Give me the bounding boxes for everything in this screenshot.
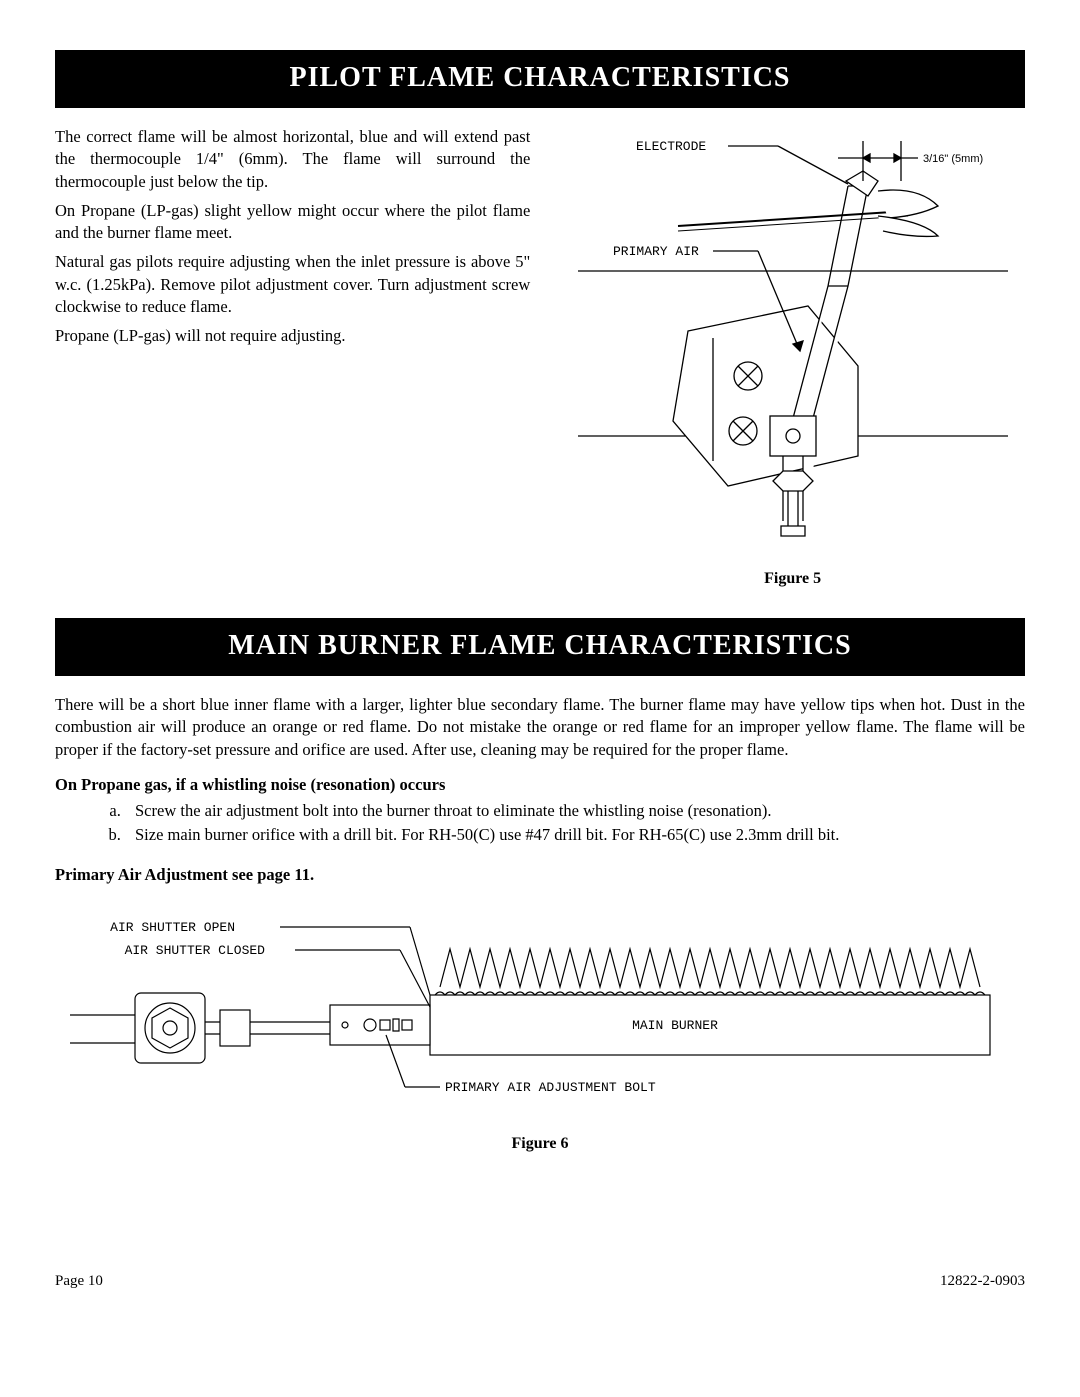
figure-5-diagram: ELECTRODE PRIMARY AIR 3/16" (5mm) xyxy=(578,126,1008,556)
pilot-two-column: The correct flame will be almost horizon… xyxy=(55,126,1025,588)
figure6-label-air-open: AIR SHUTTER OPEN xyxy=(110,920,235,935)
pilot-text-column: The correct flame will be almost horizon… xyxy=(55,126,530,588)
pilot-figure-column: ELECTRODE PRIMARY AIR 3/16" (5mm) Figure… xyxy=(560,126,1025,588)
figure6-wrap: AIR SHUTTER OPEN AIR SHUTTER CLOSED MAIN… xyxy=(55,915,1025,1153)
footer-page-number: Page 10 xyxy=(55,1273,103,1290)
figure-6-diagram: AIR SHUTTER OPEN AIR SHUTTER CLOSED MAIN… xyxy=(70,915,1010,1105)
propane-list-item-a: Screw the air adjustment bolt into the b… xyxy=(125,799,1025,823)
pilot-para-4: Propane (LP-gas) will not require adjust… xyxy=(55,325,530,347)
propane-whistle-heading: On Propane gas, if a whistling noise (re… xyxy=(55,775,1025,795)
pilot-para-3: Natural gas pilots require adjusting whe… xyxy=(55,251,530,318)
section-header-main-burner: MAIN BURNER FLAME CHARACTERISTICS xyxy=(55,618,1025,676)
figure6-caption: Figure 6 xyxy=(511,1135,568,1153)
propane-whistle-list: Screw the air adjustment bolt into the b… xyxy=(125,799,1025,847)
footer-doc-number: 12822-2-0903 xyxy=(940,1273,1025,1290)
section-header-pilot: PILOT FLAME CHARACTERISTICS xyxy=(55,50,1025,108)
main-burner-intro: There will be a short blue inner flame w… xyxy=(55,694,1025,761)
primary-air-heading: Primary Air Adjustment see page 11. xyxy=(55,865,1025,885)
pilot-para-2: On Propane (LP-gas) slight yellow might … xyxy=(55,200,530,245)
figure5-label-primary-air: PRIMARY AIR xyxy=(613,244,699,259)
figure6-label-main-burner: MAIN BURNER xyxy=(632,1018,718,1033)
figure6-label-air-closed: AIR SHUTTER CLOSED xyxy=(125,943,266,958)
figure5-caption: Figure 5 xyxy=(764,570,821,588)
page-footer: Page 10 12822-2-0903 xyxy=(55,1273,1025,1290)
figure5-label-electrode: ELECTRODE xyxy=(636,139,706,154)
pilot-para-1: The correct flame will be almost horizon… xyxy=(55,126,530,193)
figure6-label-adj-bolt: PRIMARY AIR ADJUSTMENT BOLT xyxy=(445,1080,656,1095)
figure5-label-dimension: 3/16" (5mm) xyxy=(923,153,983,165)
propane-list-item-b: Size main burner orifice with a drill bi… xyxy=(125,823,1025,847)
